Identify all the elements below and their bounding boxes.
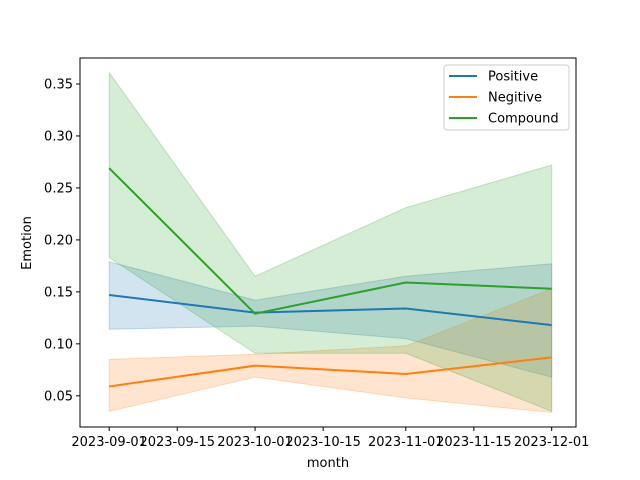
series-line-negitive bbox=[109, 356, 552, 388]
band-positive bbox=[108, 261, 553, 378]
y-tick-label: 0.10 bbox=[44, 337, 73, 352]
series-lines bbox=[108, 167, 552, 388]
y-axis-label: Emotion bbox=[20, 216, 35, 270]
y-axis-ticks: 0.05 0.10 0.15 0.20 0.25 0.30 0.35 bbox=[44, 77, 80, 404]
legend-label-compound: Compound bbox=[488, 112, 559, 127]
series-line-compound bbox=[108, 167, 552, 315]
plot-frame bbox=[79, 57, 577, 428]
x-tick-label: 2023-12-01 bbox=[514, 435, 590, 450]
legend-label-positive: Positive bbox=[488, 70, 538, 85]
confidence-bands bbox=[108, 70, 553, 414]
band-negitive bbox=[108, 288, 553, 414]
x-tick-label: 2023-11-01 bbox=[368, 435, 444, 450]
x-axis-label: month bbox=[307, 456, 349, 471]
legend: Positive Negitive Compound bbox=[443, 64, 570, 131]
x-tick-label: 2023-10-15 bbox=[285, 435, 361, 450]
y-tick-label: 0.20 bbox=[44, 233, 73, 248]
series-line-positive bbox=[109, 293, 552, 327]
y-tick-label: 0.25 bbox=[44, 181, 73, 196]
y-tick-label: 0.05 bbox=[44, 389, 73, 404]
y-tick-label: 0.30 bbox=[44, 129, 73, 144]
axes bbox=[79, 57, 577, 428]
band-compound bbox=[108, 70, 553, 413]
y-tick-label: 0.35 bbox=[44, 77, 73, 92]
y-tick-label: 0.15 bbox=[44, 285, 73, 300]
legend-box bbox=[443, 64, 570, 131]
legend-label-negitive: Negitive bbox=[488, 91, 542, 106]
x-tick-label: 2023-10-01 bbox=[217, 435, 293, 450]
x-tick-label: 2023-09-01 bbox=[71, 435, 147, 450]
x-tick-label: 2023-09-15 bbox=[139, 435, 215, 450]
x-tick-label: 2023-11-15 bbox=[436, 435, 512, 450]
